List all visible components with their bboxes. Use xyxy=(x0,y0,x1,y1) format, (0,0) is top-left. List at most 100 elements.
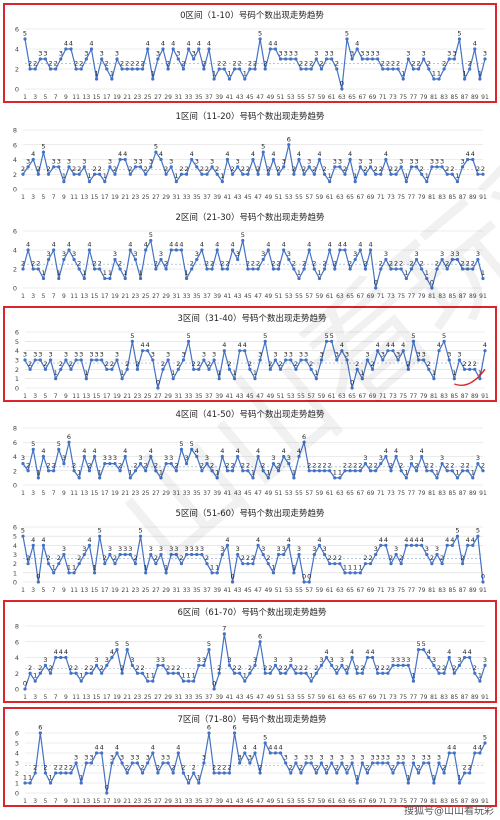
x-tick-label: 85 xyxy=(451,798,459,805)
x-tick-label: 33 xyxy=(185,393,193,400)
data-point xyxy=(330,339,334,343)
data-point xyxy=(72,571,76,575)
data-label: 3 xyxy=(33,351,37,359)
data-point xyxy=(427,655,431,660)
data-label: 6 xyxy=(67,433,71,441)
x-tick-label: 79 xyxy=(420,694,428,701)
data-label: 2 xyxy=(437,664,441,672)
data-label: 1 xyxy=(52,563,56,571)
data-point xyxy=(481,469,485,473)
data-label: 2 xyxy=(217,60,221,68)
data-point xyxy=(391,771,395,775)
x-tick-label: 57 xyxy=(305,194,313,201)
data-label: 3 xyxy=(381,754,385,762)
data-label: 1 xyxy=(215,563,219,571)
x-tick-label: 61 xyxy=(326,587,334,594)
data-label: 1 xyxy=(253,369,257,377)
chart-title: 4区间（41-50）号码个数出现走势趋势 xyxy=(175,409,325,420)
data-point xyxy=(115,358,119,362)
data-point xyxy=(103,462,107,466)
data-point xyxy=(89,358,94,362)
data-point xyxy=(192,771,196,775)
data-label: 3 xyxy=(195,545,199,553)
data-point xyxy=(319,358,324,362)
x-tick-label: 5 xyxy=(44,694,48,701)
data-label: 2 xyxy=(406,360,410,368)
x-tick-label: 3 xyxy=(33,94,37,101)
data-label: 3 xyxy=(414,157,418,165)
data-label: 2 xyxy=(409,260,413,268)
data-point xyxy=(28,781,32,785)
data-point xyxy=(442,671,446,675)
data-label: 3 xyxy=(205,454,209,462)
data-label: 1 xyxy=(174,172,178,180)
data-label: 4 xyxy=(159,150,163,158)
data-point xyxy=(166,67,170,71)
data-label: 2 xyxy=(248,664,252,672)
data-point xyxy=(225,267,230,271)
data-label: 2 xyxy=(256,165,260,173)
data-label: 2 xyxy=(64,764,68,772)
data-point xyxy=(324,655,329,660)
data-point xyxy=(31,543,35,547)
data-label: 2 xyxy=(113,554,117,562)
x-tick-label: 21 xyxy=(123,694,131,701)
x-tick-label: 83 xyxy=(438,293,446,300)
data-point xyxy=(340,87,344,91)
data-label: 5 xyxy=(416,640,420,648)
data-label: 2 xyxy=(322,260,326,268)
data-point xyxy=(217,671,221,675)
data-label: 4 xyxy=(338,241,342,249)
data-label: 2 xyxy=(190,260,194,268)
data-label: 4 xyxy=(447,744,451,752)
x-tick-label: 89 xyxy=(471,798,479,805)
x-tick-label: 1 xyxy=(23,694,27,701)
data-point xyxy=(322,552,327,557)
x-tick-label: 53 xyxy=(285,587,293,594)
data-point xyxy=(379,543,383,547)
data-label: 4 xyxy=(41,536,45,544)
data-point xyxy=(251,476,255,480)
x-tick-label: 9 xyxy=(64,94,68,101)
x-tick-label: 75 xyxy=(399,694,407,701)
x-tick-label: 81 xyxy=(430,694,438,701)
data-label: 2 xyxy=(72,165,76,173)
data-point xyxy=(118,157,122,162)
data-label: 3 xyxy=(130,754,134,762)
y-tick-label: 6 xyxy=(13,228,17,236)
data-point xyxy=(154,267,158,271)
data-label: 2 xyxy=(481,165,485,173)
x-tick-label: 33 xyxy=(183,293,191,300)
data-point xyxy=(440,165,444,169)
data-label: 3 xyxy=(440,157,444,165)
data-label: 2 xyxy=(154,461,158,469)
data-label: 2 xyxy=(394,165,398,173)
x-tick-label: 31 xyxy=(175,94,183,101)
x-tick-label: 39 xyxy=(215,798,223,805)
data-point xyxy=(212,77,216,81)
data-point xyxy=(263,741,267,745)
data-point xyxy=(476,462,480,466)
data-label: 3 xyxy=(138,454,142,462)
x-tick-label: 59 xyxy=(318,94,326,101)
data-point xyxy=(273,751,278,755)
data-point xyxy=(144,172,148,176)
data-label: 4 xyxy=(174,241,178,249)
data-point xyxy=(69,771,73,775)
x-tick-label: 29 xyxy=(162,587,170,594)
x-tick-label: 19 xyxy=(111,490,119,497)
x-tick-label: 37 xyxy=(205,694,213,701)
data-label: 4 xyxy=(466,150,470,158)
x-tick-label: 23 xyxy=(134,393,142,400)
x-tick-label: 5 xyxy=(42,194,46,201)
data-label: 3 xyxy=(258,351,262,359)
x-tick-label: 51 xyxy=(275,194,283,201)
x-tick-label: 11 xyxy=(72,798,80,805)
x-tick-label: 35 xyxy=(195,94,203,101)
data-label: 0 xyxy=(156,379,160,387)
data-point xyxy=(43,57,48,61)
data-point xyxy=(87,180,92,184)
data-label: 2 xyxy=(120,664,124,672)
data-label: 3 xyxy=(161,656,165,664)
